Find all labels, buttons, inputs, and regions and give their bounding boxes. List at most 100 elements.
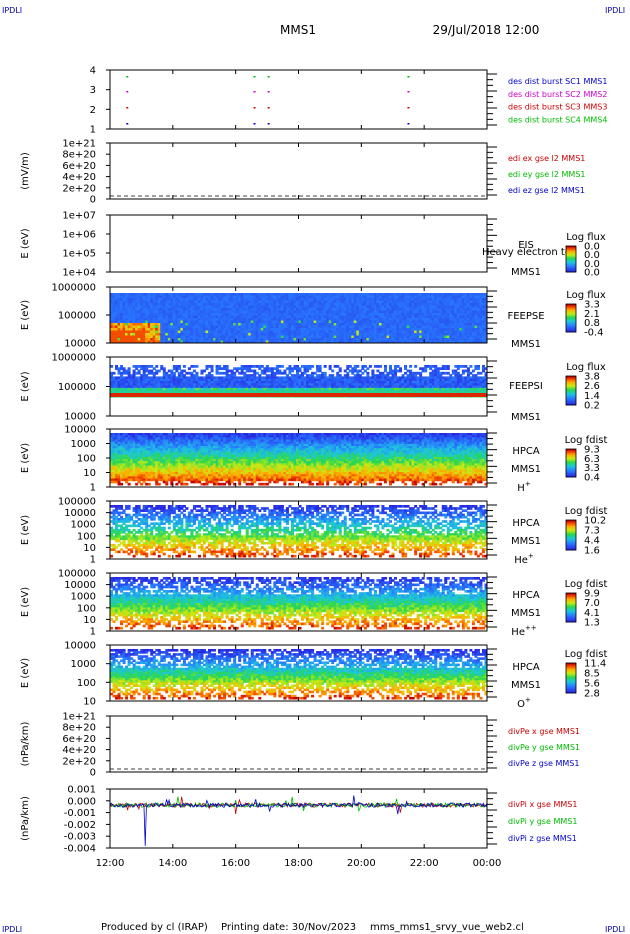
spectrogram-cell [182,338,186,341]
spectrogram-cell [240,310,244,314]
spectrogram-cell [117,338,121,341]
spectrogram-cell [326,308,330,311]
spectrogram-cell [258,335,262,339]
spectrogram-cell [396,330,400,334]
spectrogram-cell [177,323,181,326]
spectrogram-cell [135,298,139,301]
spectrogram-cell [170,333,174,336]
spectrogram-cell [190,320,194,324]
spectrogram-cell [170,328,174,331]
colorbar-tick-label: -0.4 [584,328,604,339]
spectrogram-cell [202,293,207,296]
spectrogram-cell [311,365,315,368]
spectrogram-cell [140,300,144,304]
spectrogram-cell [376,340,380,344]
spectrogram-cell [273,315,277,319]
spectrogram-cell [341,340,345,344]
spectrogram-cell [363,325,367,329]
spectrogram-cell [155,323,159,326]
spectrogram-cell [341,293,345,296]
spectrogram-cell [223,303,227,306]
legend-entry: des dist burst SC3 MMS3 [508,103,607,112]
spectrogram-cell [301,318,305,321]
spectrogram-cell [223,305,227,309]
spectrogram-cell [145,340,149,344]
spectrogram-cell [110,305,114,309]
spectrogram-cell [145,328,149,331]
spectrogram-cell [288,305,292,309]
spectrogram-cell [177,318,181,321]
spectrogram-cell [162,310,166,314]
spectrogram-cell [175,323,179,326]
spectrogram-cell [208,335,212,339]
spectrogram-cell [192,340,196,344]
spectrogram-cell [260,323,264,326]
spectrogram-cell [399,323,403,326]
spectrogram-cell [391,303,395,306]
spectrogram-cell [321,330,325,334]
spectrogram-cell [366,293,370,296]
spectrogram-cell [255,340,259,344]
footer-produced-by: Produced by cl (IRAP) [101,922,208,933]
spectrogram-cell [265,323,269,326]
spectrogram-cell [275,310,279,314]
spectrogram-cell [253,300,257,304]
spectrogram-cell [293,315,297,319]
spectrogram-cell [308,325,312,329]
spectrogram-cell [351,305,355,309]
spectrogram-cell [235,295,239,299]
spectrogram-cell [268,313,272,316]
spectrogram-cell [283,313,287,316]
spectrogram-cell [115,308,119,311]
spectrogram-cell [177,313,181,316]
spectrogram-cell [283,338,287,341]
spectrogram-cell [311,318,315,321]
spectrogram-cell [263,333,267,336]
spectrogram-cell [162,335,166,339]
spectrogram-cell [301,310,305,314]
spectrogram-cell [208,298,212,301]
spectrogram-cell [238,328,242,331]
spectrogram-cell [202,310,207,314]
spectrogram-cell [205,305,209,309]
spectrogram-cell [268,328,272,331]
spectrogram-cell [205,303,209,306]
corner-label-top-right: IPDLI [605,6,625,15]
spectrogram-cell [175,320,179,324]
spectrogram-cell [338,293,342,296]
spectrogram-cell [258,320,262,324]
spectrogram-cell [228,300,232,304]
spectrogram-cell [223,333,227,336]
spectrogram-cell [225,300,229,304]
spectrogram-cell [195,313,199,316]
spectrogram-cell [147,328,151,331]
spectrogram-cell [353,333,357,336]
spectrogram-cell [218,305,222,309]
spectrogram-cell [301,338,305,341]
spectrogram-cell [125,325,129,329]
spectrogram-cell [130,330,134,334]
overlay-text: Heavy electron to [482,247,571,258]
spectrogram-cell [270,303,274,306]
spectrogram-cell [348,340,352,344]
spectrogram-cell [177,300,181,304]
spectrogram-cell [200,338,204,341]
spectrogram-cell [298,338,302,341]
spectrogram-cell [225,298,229,301]
spectrogram-cell [373,335,377,339]
spectrogram-cell [187,335,191,339]
spectrogram-cell [140,305,144,309]
spectrogram-cell [351,308,355,311]
spectrogram-cell [361,328,365,331]
spectrogram-cell [311,333,315,336]
spectrogram-cell [353,320,357,324]
spectrogram-cell [192,303,196,306]
spectrogram-cell [142,303,146,306]
spectrogram-cell [195,293,199,296]
spectrogram-cell [115,335,119,339]
spectrogram-cell [328,320,332,324]
spectrogram-cell [278,305,282,309]
spectrogram-cell [363,310,367,314]
spectrogram-cell [223,300,227,304]
spectrogram-cell [338,318,342,321]
